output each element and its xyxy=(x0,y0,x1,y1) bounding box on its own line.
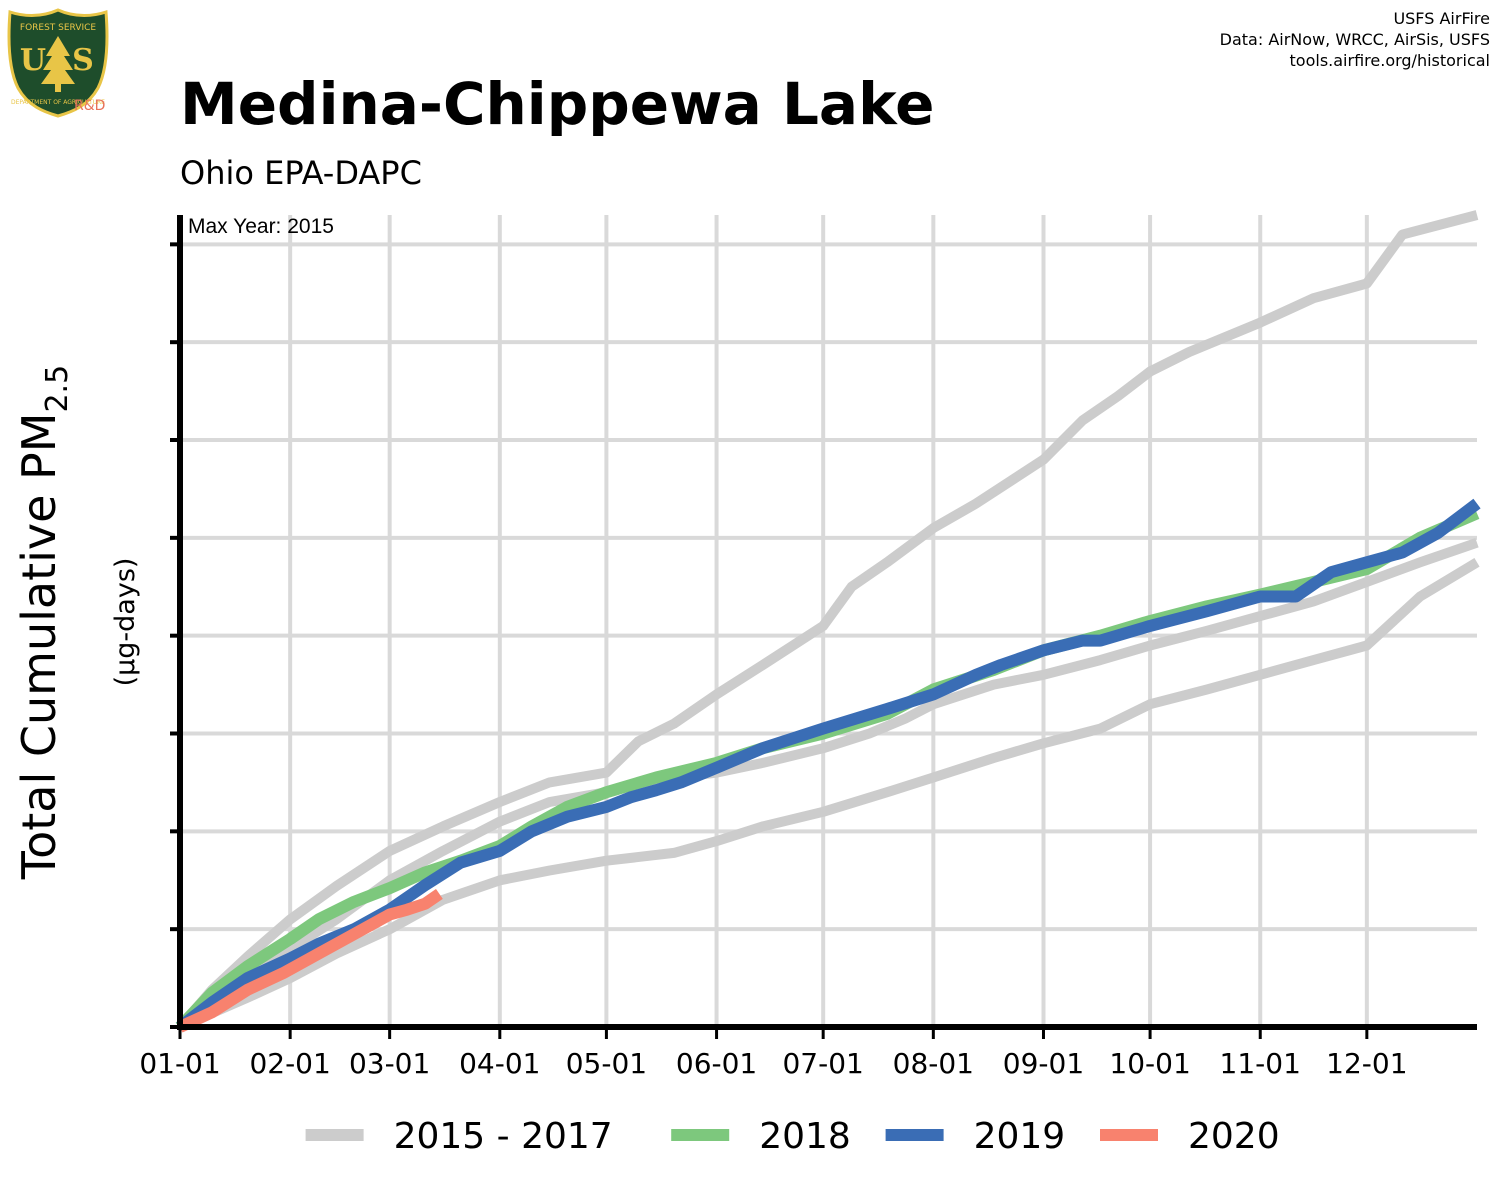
x-tick-label: 06-01 xyxy=(676,1047,757,1080)
logo-tag: R&D xyxy=(74,98,106,114)
legend-label: 2020 xyxy=(1188,1116,1280,1157)
x-tick-label: 07-01 xyxy=(782,1047,863,1080)
series-line-2018 xyxy=(175,507,1480,1032)
series-line-2015-2017 xyxy=(176,537,1479,1031)
series-line-2015-2017 xyxy=(178,558,1480,1032)
series-line-2015-2017 xyxy=(176,210,1479,1031)
x-tick-label: 10-01 xyxy=(1109,1047,1190,1080)
x-tick-label: 02-01 xyxy=(249,1047,330,1080)
forest-service-logo: FOREST SERVICE U S DEPARTMENT OF AGRICUL… xyxy=(6,8,110,120)
logo-letter-u: U xyxy=(20,43,46,78)
legend-label: 2015 - 2017 xyxy=(394,1116,613,1157)
series-line-2020 xyxy=(177,888,443,1033)
credit-line: USFS AirFire xyxy=(1393,9,1490,28)
chart-title: Medina-Chippewa Lake xyxy=(180,70,935,138)
credit-line: Data: AirNow, WRCC, AirSis, USFS xyxy=(1219,30,1490,49)
legend-label: 2018 xyxy=(759,1116,851,1157)
series-lines xyxy=(175,210,1481,1033)
forest-service-shield-icon: FOREST SERVICE U S DEPARTMENT OF AGRICUL… xyxy=(7,8,109,118)
legend-label: 2019 xyxy=(974,1116,1066,1157)
y-axis-units: (µg-days) xyxy=(110,558,141,687)
y-axis-subscript: 2.5 xyxy=(40,365,75,413)
x-tick-label: 08-01 xyxy=(893,1047,974,1080)
y-axis-label: Total Cumulative PM2.5 (µg-days) xyxy=(12,365,141,880)
x-ticks: 01-01 02-01 03-01 04-01 05-01 06-01 07-01 08-01… xyxy=(139,1027,1408,1080)
x-tick-label: 11-01 xyxy=(1220,1047,1301,1080)
logo-top-text: FOREST SERVICE xyxy=(20,23,97,33)
credit-line: tools.airfire.org/historical xyxy=(1289,51,1490,70)
legend: 2015 - 2017 2018 2019 2020 xyxy=(305,1116,1280,1157)
y-axis-title-text: Total Cumulative PM xyxy=(12,413,66,881)
logo-letter-s: S xyxy=(72,43,94,78)
x-tick-label: 12-01 xyxy=(1326,1047,1407,1080)
credits: USFS AirFire Data: AirNow, WRCC, AirSis,… xyxy=(1220,8,1490,71)
series-line-2019 xyxy=(176,498,1481,1032)
chart-subtitle: Ohio EPA-DAPC xyxy=(180,154,422,192)
logo-bottom-text: DEPARTMENT OF AGRICULTURE xyxy=(11,99,105,106)
x-tick-label: 09-01 xyxy=(1003,1047,1084,1080)
x-tick-label: 05-01 xyxy=(566,1047,647,1080)
tree-trunk xyxy=(55,84,61,92)
x-tick-label: 04-01 xyxy=(459,1047,540,1080)
x-tick-label: 03-01 xyxy=(349,1047,430,1080)
y-axis-title: Total Cumulative PM2.5 xyxy=(12,365,75,880)
x-tick-label: 01-01 xyxy=(139,1047,220,1080)
tree-icon xyxy=(41,36,75,84)
max-year-annotation: Max Year: 2015 xyxy=(188,215,334,238)
